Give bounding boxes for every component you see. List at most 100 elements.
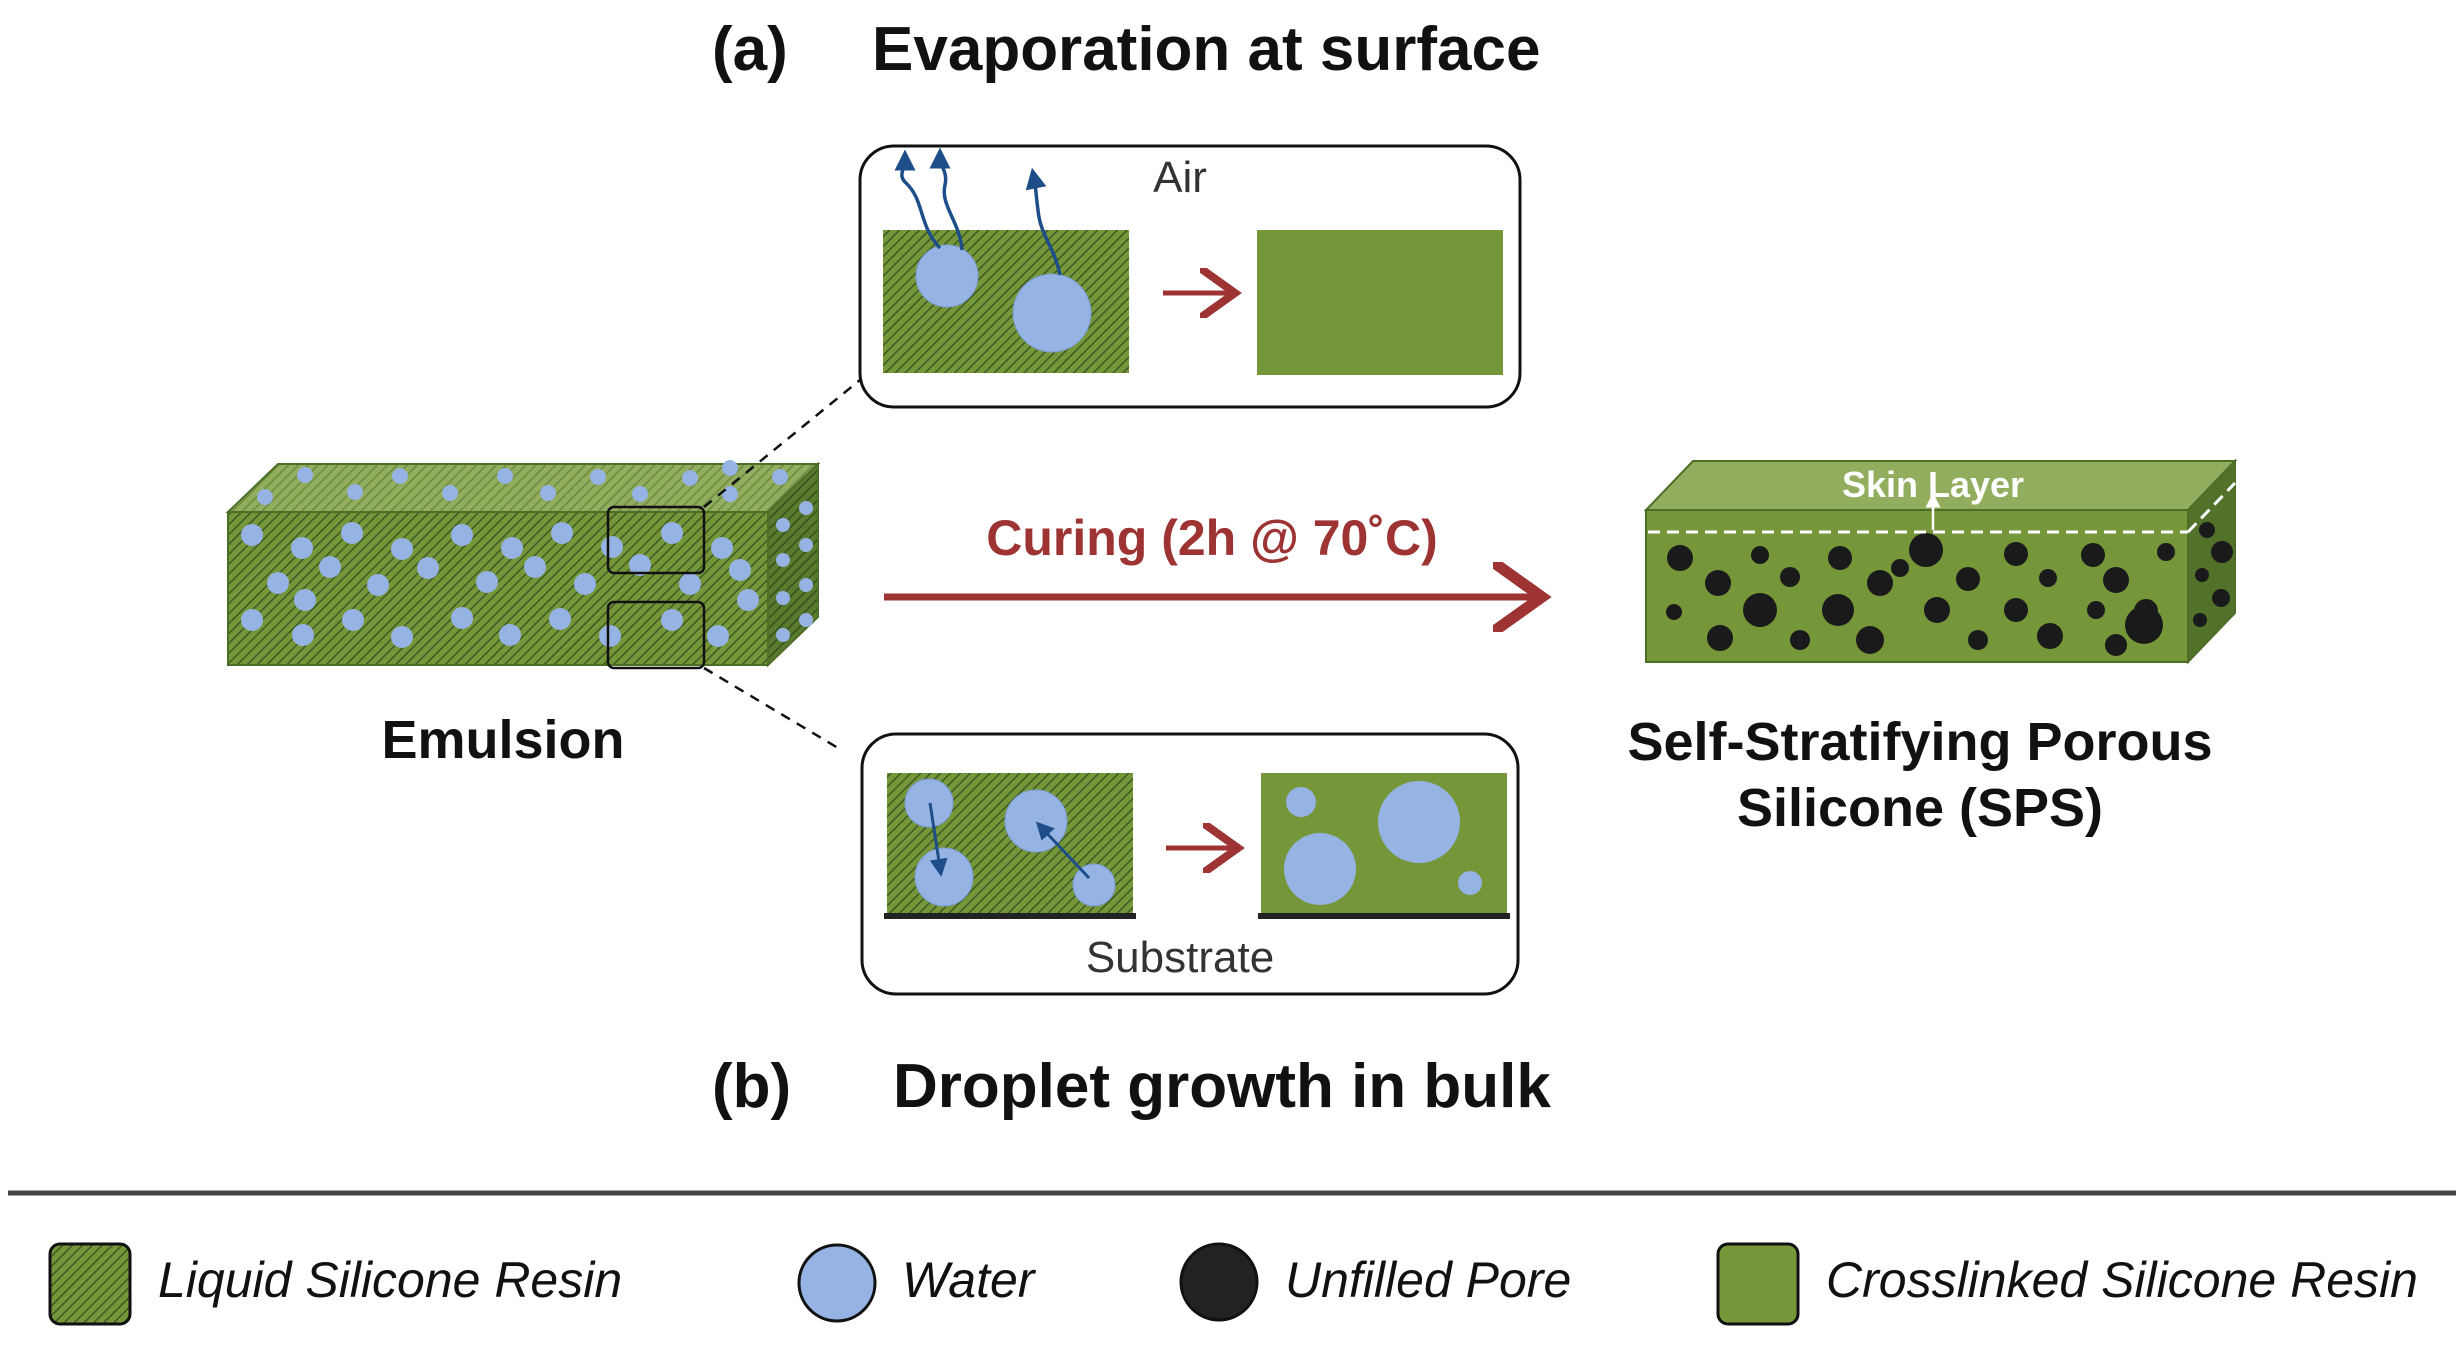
legend: Liquid Silicone Resin Water Unfilled Por… [48, 1242, 2418, 1326]
water-droplet [451, 524, 473, 546]
legend-swatch-unfilled-pore [1179, 1242, 1259, 1322]
water-droplet [549, 608, 571, 630]
unfilled-pore [1822, 594, 1854, 626]
air-label: Air [1153, 153, 1207, 202]
water-droplet [682, 470, 698, 486]
water-droplet [297, 467, 313, 483]
sps-label-line2: Silicone (SPS) [1737, 778, 2103, 838]
water-droplet [772, 469, 788, 485]
legend-label-water: Water [902, 1252, 1037, 1308]
water-droplet [524, 556, 546, 578]
water-droplet [551, 522, 573, 544]
zoom-connector-bottom [703, 666, 839, 750]
water-droplet [679, 573, 701, 595]
unfilled-pore [1909, 533, 1943, 567]
water-droplet [540, 485, 556, 501]
title-b-text: Droplet growth in bulk [893, 1052, 1551, 1121]
unfilled-pore [2081, 543, 2105, 567]
evaporation-arrow [1025, 167, 1062, 276]
water-droplet [661, 609, 683, 631]
unfilled-pore [1707, 625, 1733, 651]
unfilled-pore [1666, 604, 1682, 620]
unfilled-pore [1705, 570, 1731, 596]
water-droplet [292, 624, 314, 646]
water-droplet [347, 484, 363, 500]
water-droplet [722, 460, 738, 476]
unfilled-pore [2004, 542, 2028, 566]
water-droplet [1284, 833, 1356, 905]
water-droplet [291, 537, 313, 559]
unfilled-pore [1956, 567, 1980, 591]
water-droplet [776, 591, 790, 605]
panel-a-liquid-resin [883, 230, 1129, 373]
water-droplet [799, 578, 813, 592]
water-droplet [799, 538, 813, 552]
water-droplet [776, 518, 790, 532]
water-droplet [1286, 787, 1316, 817]
water-droplet [241, 524, 263, 546]
water-droplet [267, 572, 289, 594]
unfilled-pore [2105, 634, 2127, 656]
unfilled-pore [2195, 568, 2209, 582]
water-droplet [737, 589, 759, 611]
emulsion-side-droplets [776, 501, 813, 642]
water-droplet [341, 522, 363, 544]
sps-pores [1666, 533, 2175, 656]
unfilled-pore [1751, 546, 1769, 564]
unfilled-pore [2103, 567, 2129, 593]
zoom-frame-top [606, 505, 706, 575]
zoom-frame-bottom [606, 600, 706, 670]
water-droplet [392, 468, 408, 484]
curing-label: Curing (2h @ 70˚C) [986, 510, 1438, 566]
unfilled-pore [2193, 613, 2207, 627]
sps-block: Skin Layer [1643, 458, 2238, 665]
water-droplet [367, 574, 389, 596]
water-droplet [319, 556, 341, 578]
water-droplet [711, 537, 733, 559]
unfilled-pore [2004, 598, 2028, 622]
water-droplet [1072, 863, 1116, 907]
sps-side-pores [2193, 522, 2233, 627]
water-droplet [915, 244, 979, 308]
unfilled-pore [2199, 522, 2215, 538]
water-droplet [241, 609, 263, 631]
evaporation-arrow [929, 147, 964, 251]
water-droplet [799, 501, 813, 515]
unfilled-pore [1828, 546, 1852, 570]
unfilled-pore [2211, 541, 2233, 563]
water-droplet [776, 628, 790, 642]
water-droplet [476, 571, 498, 593]
water-droplet [499, 624, 521, 646]
water-droplet [257, 489, 273, 505]
zoom-connector-top [703, 379, 861, 508]
unfilled-pore [2157, 543, 2175, 561]
water-droplet [574, 573, 596, 595]
title-a-text: Evaporation at surface [872, 15, 1540, 84]
panel-a-crosslinked-resin [1257, 230, 1503, 375]
water-droplet [391, 538, 413, 560]
unfilled-pore [2037, 623, 2063, 649]
water-droplet [391, 626, 413, 648]
panel-bulk-growth: Substrate [860, 732, 1520, 996]
sps-front-face [1645, 509, 2189, 663]
skin-layer-label: Skin Layer [1842, 464, 2024, 505]
title-a-letter: (a) [712, 15, 788, 84]
unfilled-pore [1790, 630, 1810, 650]
panel-surface-evaporation: Air [858, 144, 1522, 409]
unfilled-pore [1867, 570, 1893, 596]
sps-label-line1: Self-Stratifying Porous [1627, 712, 2212, 772]
emulsion-top-droplets [257, 460, 788, 505]
water-droplet [707, 625, 729, 647]
water-droplet [661, 522, 683, 544]
water-droplet [442, 485, 458, 501]
water-droplet [294, 589, 316, 611]
water-droplet [904, 778, 954, 828]
water-droplet [629, 554, 651, 576]
legend-swatch-crosslinked-resin [1716, 1242, 1800, 1326]
water-droplet [497, 468, 513, 484]
water-droplet [451, 607, 473, 629]
unfilled-pore [2039, 569, 2057, 587]
water-droplet [1378, 781, 1460, 863]
unfilled-pore [1667, 545, 1693, 571]
